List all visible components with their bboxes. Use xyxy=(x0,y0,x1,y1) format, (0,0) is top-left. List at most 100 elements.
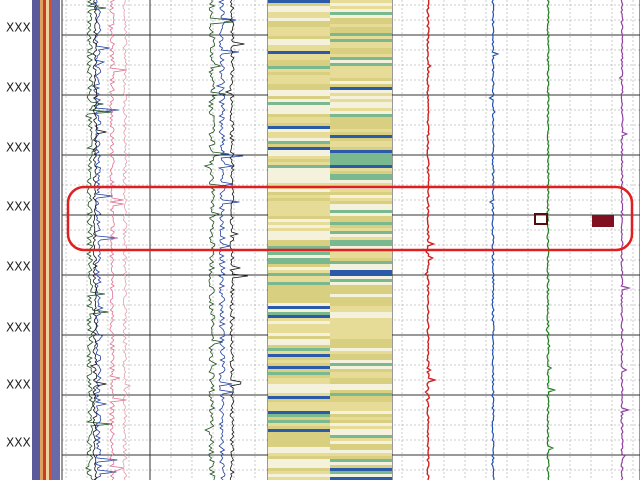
image-row xyxy=(268,435,330,438)
image-row xyxy=(268,357,330,360)
image-row xyxy=(330,123,392,126)
image-row xyxy=(268,81,330,84)
image-row xyxy=(330,234,392,237)
image-row xyxy=(268,189,330,192)
image-row xyxy=(330,306,392,309)
image-row xyxy=(330,318,392,321)
image-row xyxy=(330,339,392,342)
image-row xyxy=(330,57,392,60)
image-row xyxy=(330,261,392,264)
image-row xyxy=(330,270,392,273)
image-row xyxy=(268,234,330,237)
image-row xyxy=(330,351,392,354)
image-row xyxy=(330,21,392,24)
image-row xyxy=(330,117,392,120)
image-row xyxy=(268,210,330,213)
image-row xyxy=(330,114,392,117)
log-curve xyxy=(488,0,500,480)
image-row xyxy=(330,66,392,69)
image-row xyxy=(268,399,330,402)
image-row xyxy=(268,276,330,279)
image-row xyxy=(268,3,330,6)
image-row xyxy=(268,30,330,33)
image-row xyxy=(268,15,330,18)
image-row xyxy=(268,384,330,387)
image-row xyxy=(330,291,392,294)
image-row xyxy=(330,315,392,318)
image-row xyxy=(268,183,330,186)
depth-label: XXX xyxy=(6,321,31,335)
image-row xyxy=(330,402,392,405)
image-row xyxy=(330,51,392,54)
image-row xyxy=(268,21,330,24)
strip-band xyxy=(52,0,60,480)
image-row xyxy=(268,195,330,198)
image-row xyxy=(330,174,392,177)
depth-label: XXX xyxy=(6,436,31,450)
image-row xyxy=(268,54,330,57)
image-row xyxy=(330,441,392,444)
image-row xyxy=(268,297,330,300)
image-row xyxy=(268,279,330,282)
image-row xyxy=(268,288,330,291)
image-row xyxy=(268,48,330,51)
image-row xyxy=(330,24,392,27)
image-row xyxy=(268,333,330,336)
image-row xyxy=(268,267,330,270)
image-row xyxy=(330,243,392,246)
image-row xyxy=(330,18,392,21)
image-row xyxy=(268,309,330,312)
image-row xyxy=(268,129,330,132)
image-row xyxy=(268,252,330,255)
image-row xyxy=(330,297,392,300)
image-row xyxy=(330,12,392,15)
image-row xyxy=(268,291,330,294)
image-row xyxy=(268,471,330,474)
image-row xyxy=(268,315,330,318)
image-row xyxy=(330,150,392,153)
image-row xyxy=(268,27,330,30)
image-row xyxy=(268,255,330,258)
image-row xyxy=(268,138,330,141)
image-row xyxy=(268,84,330,87)
log-block xyxy=(534,213,548,225)
image-row xyxy=(330,219,392,222)
image-row xyxy=(330,303,392,306)
strip-band xyxy=(32,0,40,480)
image-row xyxy=(268,261,330,264)
image-row xyxy=(330,246,392,249)
image-row xyxy=(268,426,330,429)
image-row xyxy=(268,180,330,183)
image-row xyxy=(268,273,330,276)
image-row xyxy=(268,285,330,288)
image-row xyxy=(330,15,392,18)
image-row xyxy=(268,192,330,195)
image-row xyxy=(330,153,392,156)
image-row xyxy=(268,168,330,171)
image-row xyxy=(330,252,392,255)
image-row xyxy=(268,429,330,432)
image-row xyxy=(268,444,330,447)
image-row xyxy=(330,129,392,132)
image-row xyxy=(268,414,330,417)
image-row xyxy=(330,417,392,420)
image-row xyxy=(330,405,392,408)
log-curve xyxy=(122,0,132,480)
image-row xyxy=(268,306,330,309)
image-row xyxy=(330,93,392,96)
image-row xyxy=(330,444,392,447)
image-row xyxy=(268,378,330,381)
image-row xyxy=(268,204,330,207)
image-row xyxy=(330,0,392,3)
image-row xyxy=(268,327,330,330)
log-curve xyxy=(203,0,235,480)
image-row xyxy=(268,72,330,75)
image-row xyxy=(268,450,330,453)
image-row xyxy=(330,360,392,363)
image-row xyxy=(268,351,330,354)
image-row xyxy=(330,180,392,183)
image-row xyxy=(330,474,392,477)
image-row xyxy=(330,282,392,285)
image-row xyxy=(330,3,392,6)
image-row xyxy=(330,453,392,456)
